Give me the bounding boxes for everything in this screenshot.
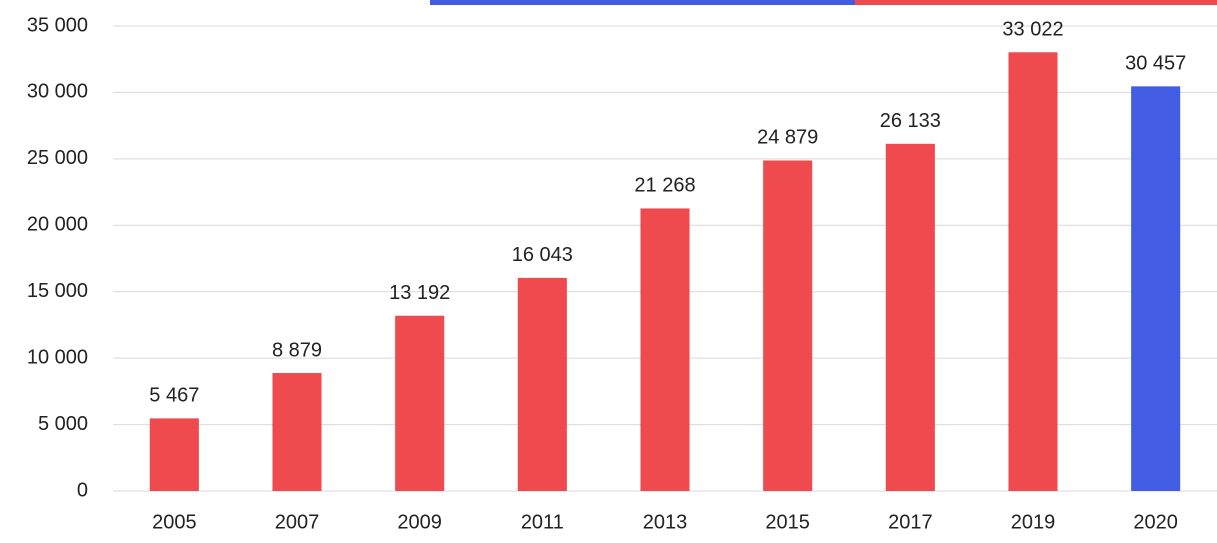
x-tick-label: 2013 — [643, 511, 688, 533]
y-tick-label: 20 000 — [27, 214, 88, 236]
data-label: 24 879 — [757, 127, 818, 149]
data-label: 33 022 — [1002, 19, 1063, 41]
top-stripe-blue — [430, 0, 855, 5]
bar — [763, 160, 813, 491]
x-tick-label: 2009 — [397, 511, 442, 533]
x-tick-label: 2007 — [275, 511, 320, 533]
y-tick-label: 35 000 — [27, 14, 88, 36]
bar — [149, 418, 199, 491]
data-label: 16 043 — [512, 244, 573, 266]
bar — [885, 143, 935, 491]
bar — [1131, 86, 1181, 492]
data-label: 8 879 — [272, 339, 322, 361]
y-tick-label: 15 000 — [27, 280, 88, 302]
x-tick-label: 2005 — [152, 511, 197, 533]
y-tick-label: 5 000 — [38, 413, 88, 435]
bar — [272, 373, 322, 491]
data-label: 5 467 — [149, 385, 199, 407]
data-label: 30 457 — [1125, 53, 1186, 75]
y-tick-label: 10 000 — [27, 346, 88, 368]
bar — [1008, 52, 1058, 491]
bar — [517, 277, 567, 491]
x-tick-label: 2015 — [765, 511, 810, 533]
bar — [640, 208, 690, 491]
x-tick-label: 2020 — [1133, 511, 1178, 533]
y-tick-label: 30 000 — [27, 81, 88, 103]
data-label: 26 133 — [880, 110, 941, 132]
data-label: 21 268 — [634, 175, 695, 197]
bar — [395, 315, 445, 491]
x-tick-label: 2019 — [1011, 511, 1056, 533]
x-tick-label: 2011 — [521, 511, 564, 533]
y-tick-label: 0 — [77, 479, 88, 501]
data-label: 13 192 — [389, 282, 450, 304]
top-stripe-red — [855, 0, 1217, 5]
x-tick-label: 2017 — [888, 511, 933, 533]
y-tick-label: 25 000 — [27, 147, 88, 169]
